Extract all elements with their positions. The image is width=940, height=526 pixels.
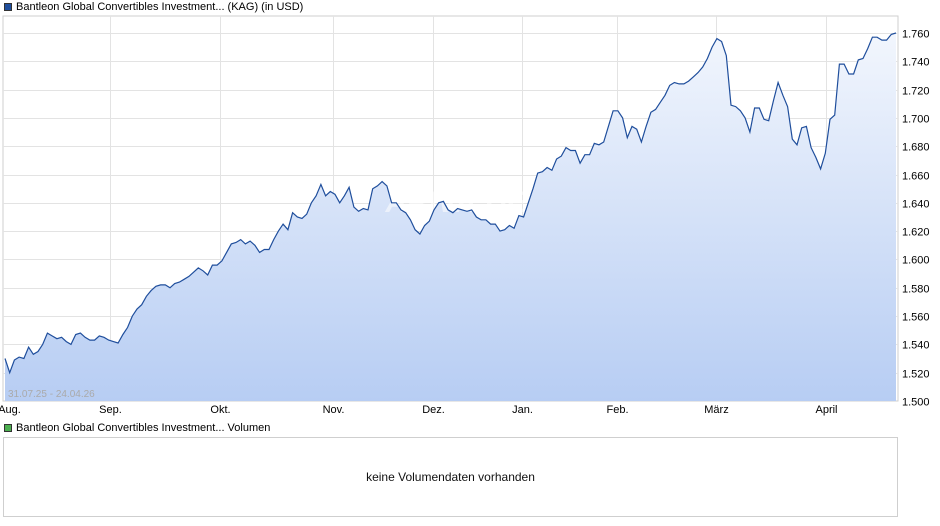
y-tick-label: 1.500 [902, 397, 930, 409]
y-tick-label: 1.660 [902, 171, 930, 183]
y-tick-label: 1.680 [902, 142, 930, 154]
volume-legend: Bantleon Global Convertibles Investment.… [4, 421, 270, 435]
y-tick-label: 1.600 [902, 255, 930, 267]
price-line [4, 32, 897, 375]
y-tick-label: 1.620 [902, 227, 930, 239]
x-tick-label: Dez. [422, 404, 445, 416]
y-tick-label: 1.700 [902, 114, 930, 126]
x-tick-label: April [815, 404, 837, 416]
date-range-label: 31.07.25 - 24.04.26 [8, 389, 95, 400]
price-legend-label: Bantleon Global Convertibles Investment.… [16, 1, 304, 13]
y-tick-label: 1.560 [902, 312, 930, 324]
y-tick-label: 1.640 [902, 199, 930, 211]
x-tick-label: Aug. [0, 404, 21, 416]
x-tick-label: Okt. [210, 404, 230, 416]
y-tick-label: 1.740 [902, 57, 930, 69]
x-tick-label: März [704, 404, 728, 416]
x-tick-label: Sep. [99, 404, 122, 416]
y-tick-label: 1.720 [902, 86, 930, 98]
volume-chart: keine Volumendaten vorhanden [3, 437, 898, 517]
y-tick-label: 1.580 [902, 284, 930, 296]
price-legend-swatch [4, 3, 12, 11]
volume-empty-message: keine Volumendaten vorhanden [366, 470, 535, 484]
x-tick-label: Nov. [323, 404, 345, 416]
price-legend: Bantleon Global Convertibles Investment.… [4, 0, 303, 14]
price-area-fill [5, 33, 896, 401]
volume-legend-swatch [4, 424, 12, 432]
x-tick-label: Jan. [512, 404, 533, 416]
y-tick-label: 1.760 [902, 29, 930, 41]
y-tick-label: 1.540 [902, 340, 930, 352]
y-tick-label: 1.520 [902, 369, 930, 381]
x-tick-label: Feb. [606, 404, 628, 416]
price-chart: ARIVA.DE 1.500 1.520 1.540 1.560 1.580 1.600 1… [0, 15, 930, 416]
watermark: ARIVA.DE [384, 186, 527, 219]
volume-legend-label: Bantleon Global Convertibles Investment.… [16, 422, 271, 434]
